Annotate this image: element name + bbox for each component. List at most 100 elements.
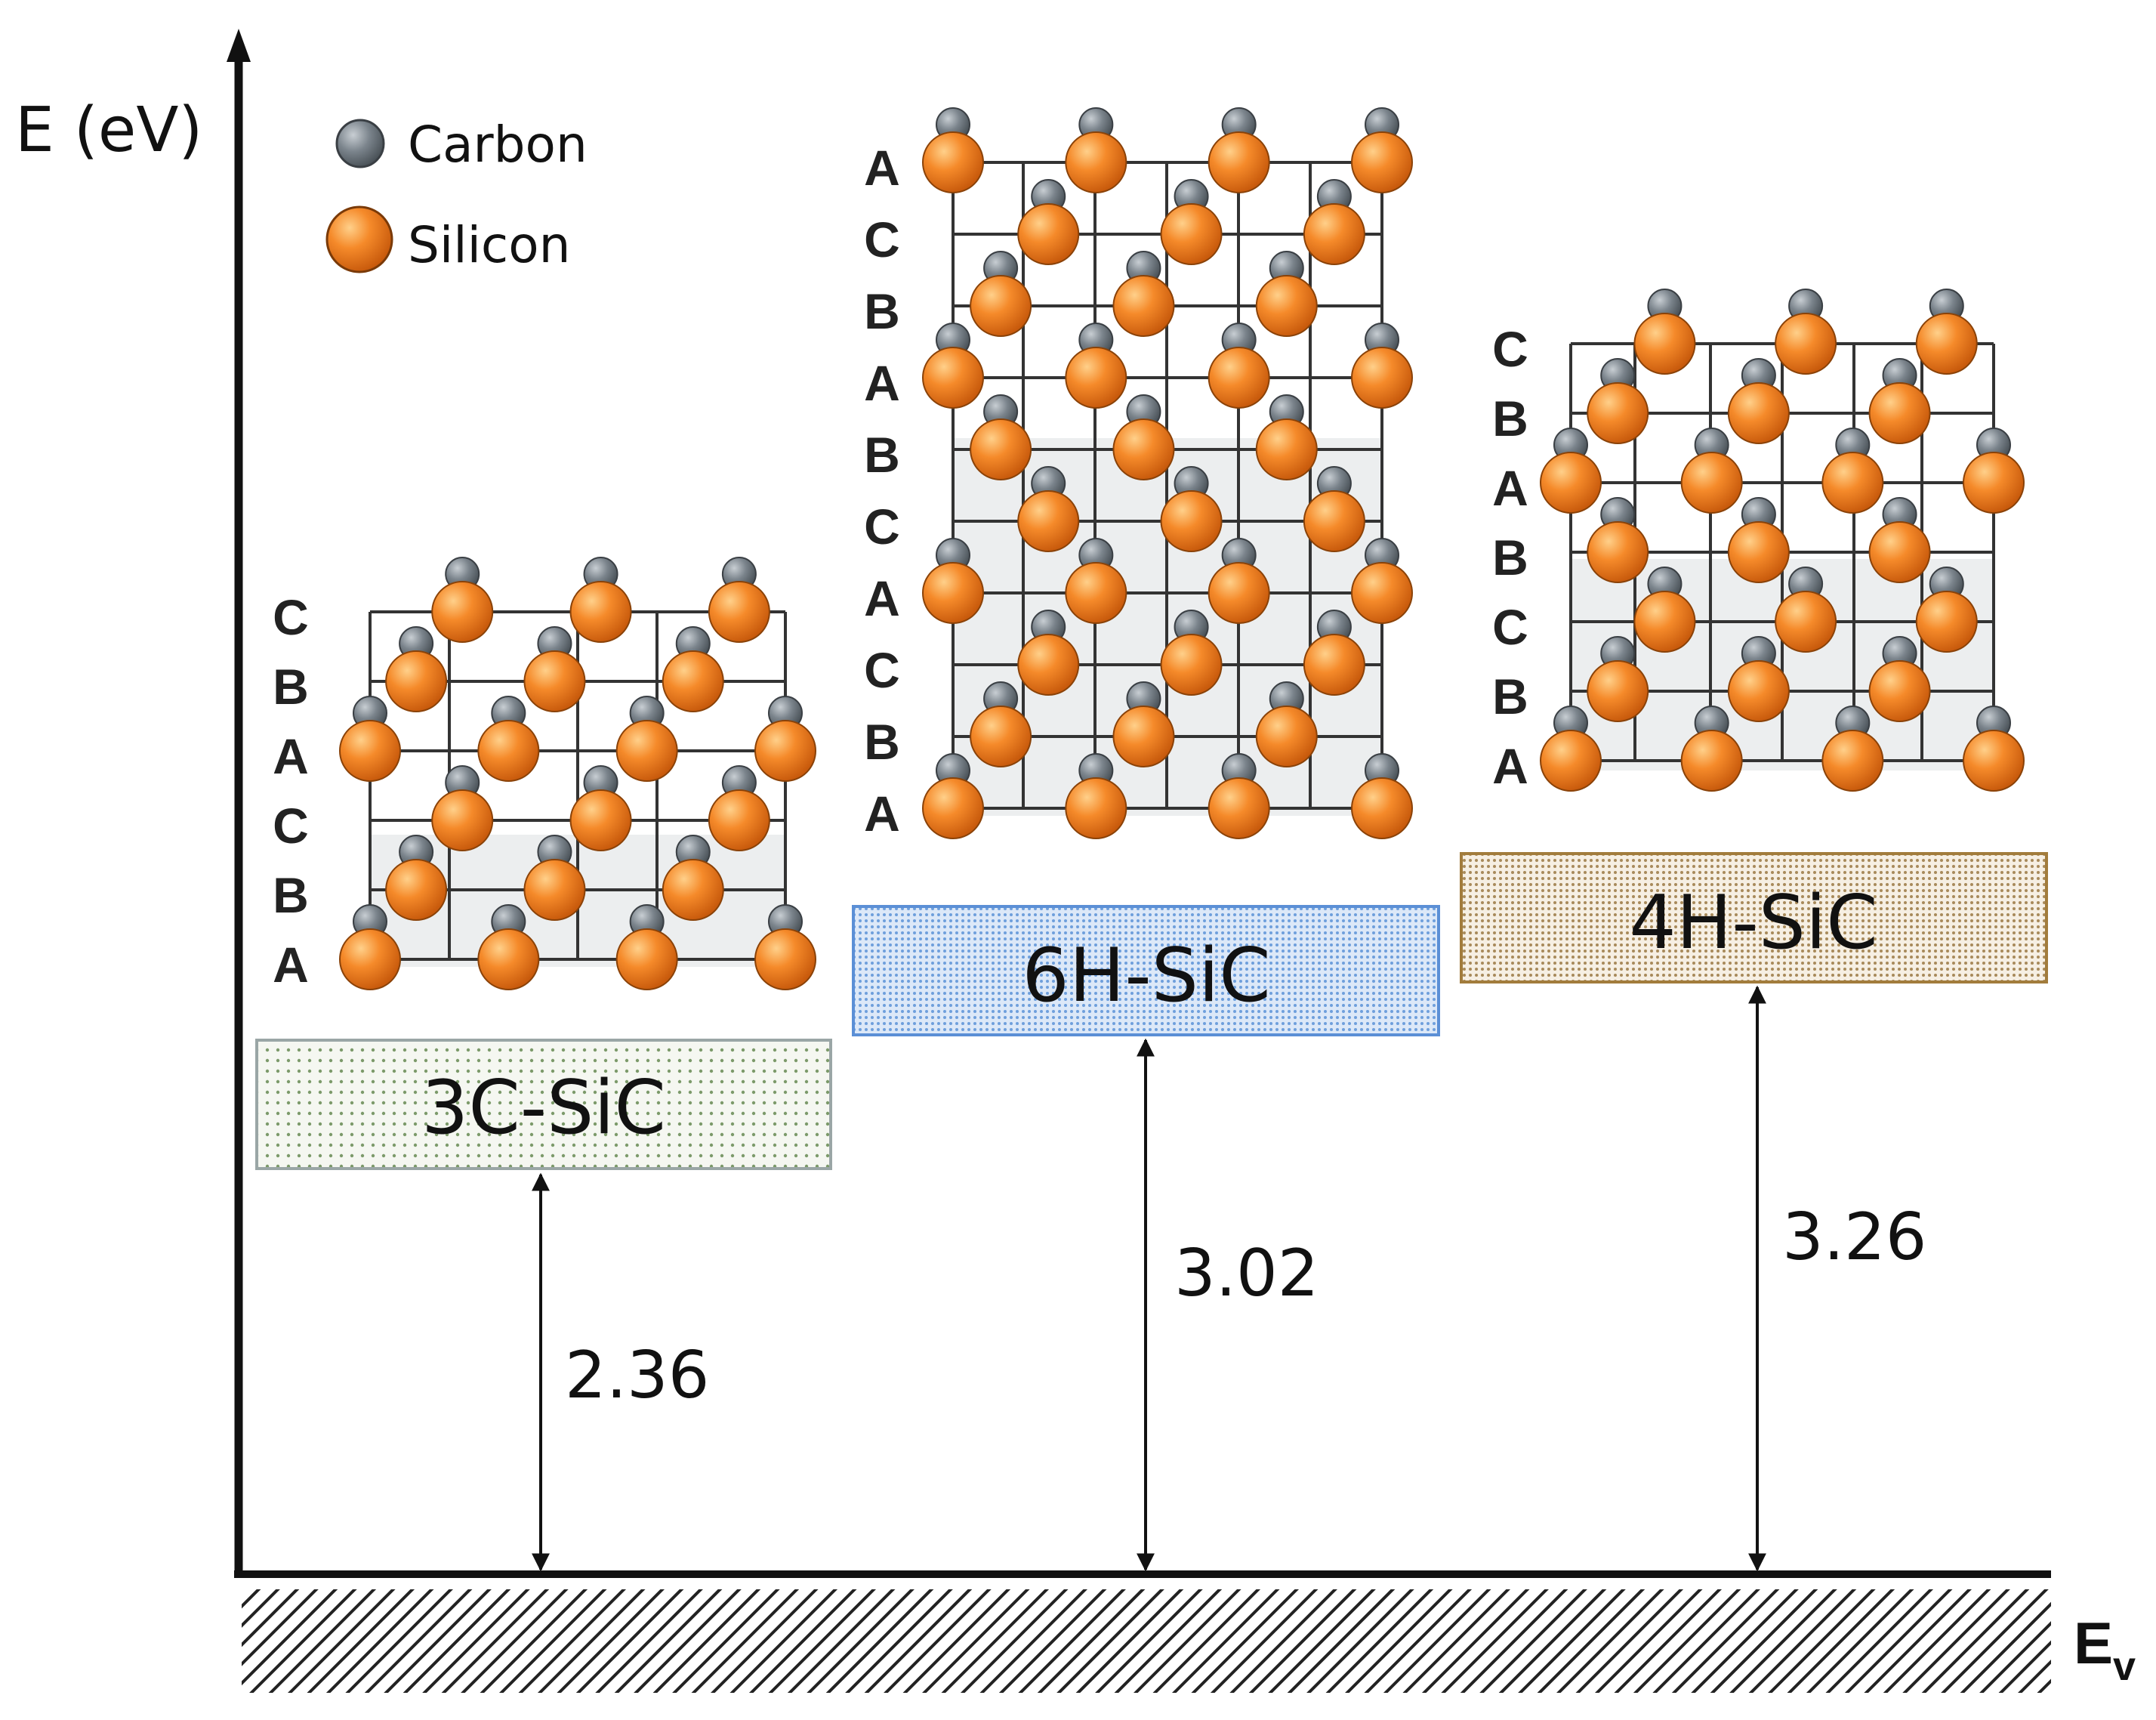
silicon-atom-icon [1868, 382, 1931, 444]
silicon-atom-icon [1587, 660, 1649, 722]
gap-value-6h: 3.02 [1174, 1236, 1319, 1311]
valence-band-hatch [242, 1589, 2051, 1693]
layer-label: B [864, 427, 900, 483]
silicon-atom-icon [1821, 730, 1884, 792]
polytype-label-3c: 3C-SiC [421, 1065, 666, 1151]
legend-carbon-label: Carbon [408, 116, 588, 174]
silicon-atom-icon [1017, 203, 1080, 265]
silicon-atom-icon [922, 347, 984, 409]
silicon-atom-icon [1680, 730, 1743, 792]
layer-label: C [864, 499, 900, 554]
silicon-atom-icon [1587, 382, 1649, 444]
layer-label: A [1492, 738, 1528, 794]
valence-band-label-main: E [2074, 1610, 2113, 1676]
valence-band-label: Ev [2074, 1610, 2136, 1689]
layer-label: B [864, 714, 900, 770]
silicon-atom-icon [1303, 634, 1365, 696]
silicon-atom-icon [1633, 313, 1696, 375]
polytype-label-6h: 6H-SiC [1022, 933, 1270, 1019]
silicon-atom-icon [708, 581, 770, 643]
silicon-atom-icon [523, 859, 586, 921]
silicon-atom-icon [569, 581, 632, 643]
silicon-atom-icon [339, 928, 401, 990]
structure-3c [339, 557, 816, 990]
silicon-atom-icon [1775, 591, 1837, 653]
silicon-atom-icon [477, 928, 540, 990]
layer-labels-4h: C B A B C B A [1492, 321, 1528, 794]
layer-label: A [1492, 460, 1528, 516]
structure-4h [1540, 289, 2025, 792]
silicon-atom-icon [1208, 777, 1270, 839]
legend: Carbon Silicon [325, 116, 588, 274]
silicon-atom-icon [1208, 562, 1270, 624]
silicon-atom-icon [385, 650, 448, 712]
layer-labels-3c: C B A C B A [273, 589, 309, 993]
silicon-atom-icon [569, 789, 632, 851]
silicon-atom-icon [1540, 730, 1602, 792]
silicon-atom-icon [615, 928, 678, 990]
silicon-atom-icon [1868, 521, 1931, 583]
silicon-atom-icon [1963, 452, 2025, 514]
layer-label: B [864, 283, 900, 339]
silicon-atom-icon [1540, 452, 1602, 514]
silicon-atom-icon [970, 418, 1032, 480]
silicon-atom-icon [1208, 347, 1270, 409]
silicon-atom-icon [970, 275, 1032, 337]
layer-label: B [273, 659, 309, 715]
silicon-atom-icon [1065, 777, 1127, 839]
silicon-atom-icon [1208, 131, 1270, 193]
silicon-atom-icon [1160, 634, 1223, 696]
energy-axis-label: E (eV) [15, 94, 202, 166]
silicon-atom-icon [339, 720, 401, 782]
layer-label: A [864, 140, 900, 196]
silicon-atom-icon [708, 789, 770, 851]
silicon-atom-icon [1351, 131, 1413, 193]
polytype-label-4h: 4H-SiC [1629, 880, 1877, 966]
layer-label: C [1492, 599, 1528, 655]
silicon-atom-icon [385, 859, 448, 921]
silicon-atom-icon [1727, 382, 1790, 444]
silicon-atom-icon [970, 706, 1032, 767]
layer-label: C [1492, 321, 1528, 377]
silicon-atom-icon [754, 720, 816, 782]
layer-labels-6h: A C B A B C A C B A [864, 140, 900, 841]
layer-label: C [273, 798, 309, 854]
conduction-band-box-6h [852, 905, 1440, 1036]
energy-axis-arrowhead [227, 29, 251, 62]
silicon-atom-icon [1255, 706, 1318, 767]
silicon-atom-icon [1915, 591, 1978, 653]
layer-label: A [864, 786, 900, 841]
silicon-atom-icon [1727, 660, 1790, 722]
conduction-band-box-4h [1460, 852, 2048, 984]
silicon-atom-icon [1112, 418, 1175, 480]
silicon-atom-icon [1727, 521, 1790, 583]
silicon-atom-icon [754, 928, 816, 990]
legend-silicon-icon [325, 205, 393, 273]
silicon-atom-icon [922, 562, 984, 624]
silicon-atom-icon [1303, 203, 1365, 265]
silicon-atom-icon [431, 581, 494, 643]
silicon-atom-icon [1255, 275, 1318, 337]
silicon-atom-icon [922, 131, 984, 193]
silicon-atom-icon [1017, 634, 1080, 696]
silicon-atom-icon [1821, 452, 1884, 514]
silicon-atom-icon [1065, 562, 1127, 624]
silicon-atom-icon [1255, 418, 1318, 480]
silicon-atom-icon [1351, 562, 1413, 624]
silicon-atom-icon [1065, 131, 1127, 193]
layer-label: A [864, 570, 900, 626]
silicon-atom-icon [1017, 490, 1080, 552]
silicon-atom-icon [1915, 313, 1978, 375]
polytype-6h: A C B A B C A C B A 6H-SiC 3.02 [852, 107, 1440, 1572]
layer-label: C [864, 642, 900, 698]
silicon-atom-icon [1351, 347, 1413, 409]
layer-label: B [1492, 669, 1528, 724]
layer-label: A [273, 937, 309, 993]
silicon-atom-icon [1775, 313, 1837, 375]
silicon-atom-icon [431, 789, 494, 851]
silicon-atom-icon [1351, 777, 1413, 839]
silicon-atom-icon [662, 859, 724, 921]
layer-label: B [1492, 530, 1528, 585]
silicon-atom-icon [1303, 490, 1365, 552]
